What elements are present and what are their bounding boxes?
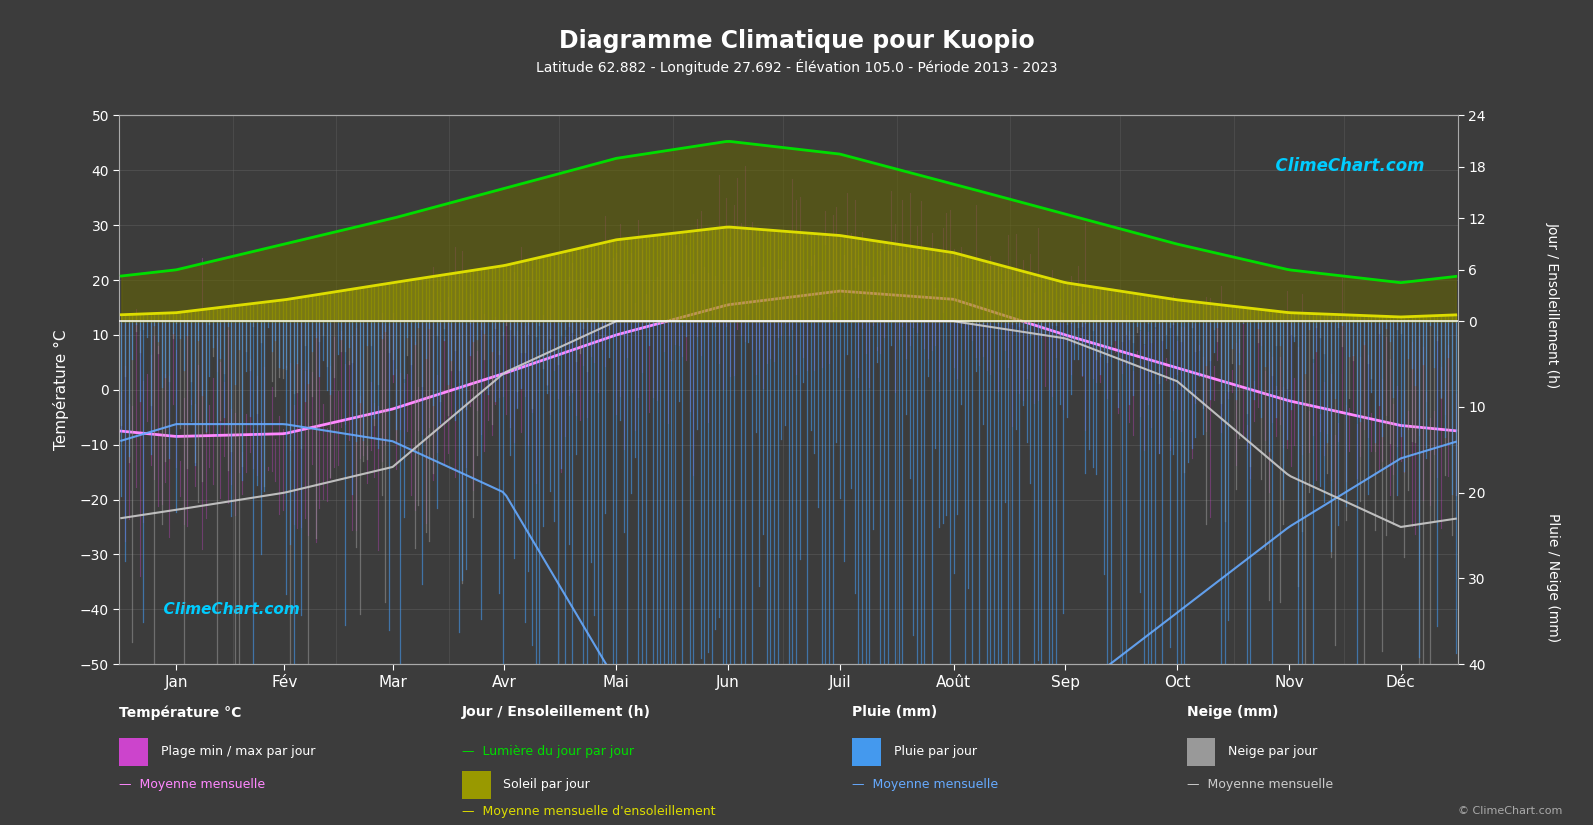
Text: Température °C: Température °C [119, 705, 242, 720]
Text: Pluie par jour: Pluie par jour [894, 746, 977, 758]
Text: Pluie / Neige (mm): Pluie / Neige (mm) [1547, 513, 1560, 642]
Text: Plage min / max par jour: Plage min / max par jour [161, 746, 315, 758]
Text: Jour / Ensoleillement (h): Jour / Ensoleillement (h) [1547, 222, 1560, 389]
Text: —  Moyenne mensuelle: — Moyenne mensuelle [119, 779, 266, 791]
Text: ClimeChart.com: ClimeChart.com [153, 601, 299, 617]
Text: Neige par jour: Neige par jour [1228, 746, 1317, 758]
Text: © ClimeChart.com: © ClimeChart.com [1458, 806, 1563, 817]
Text: Latitude 62.882 - Longitude 27.692 - Élévation 105.0 - Période 2013 - 2023: Latitude 62.882 - Longitude 27.692 - Élé… [535, 59, 1058, 75]
Text: Jour / Ensoleillement (h): Jour / Ensoleillement (h) [462, 705, 652, 719]
Text: —  Lumière du jour par jour: — Lumière du jour par jour [462, 746, 634, 758]
Text: —  Moyenne mensuelle: — Moyenne mensuelle [852, 779, 999, 791]
Text: Soleil par jour: Soleil par jour [503, 779, 589, 791]
Text: Pluie (mm): Pluie (mm) [852, 705, 938, 719]
Text: —  Moyenne mensuelle d'ensoleillement: — Moyenne mensuelle d'ensoleillement [462, 805, 715, 818]
Text: ClimeChart.com: ClimeChart.com [1263, 157, 1424, 175]
Y-axis label: Température °C: Température °C [53, 329, 68, 450]
Text: Diagramme Climatique pour Kuopio: Diagramme Climatique pour Kuopio [559, 29, 1034, 53]
Text: —  Moyenne mensuelle: — Moyenne mensuelle [1187, 779, 1333, 791]
Text: Neige (mm): Neige (mm) [1187, 705, 1278, 719]
